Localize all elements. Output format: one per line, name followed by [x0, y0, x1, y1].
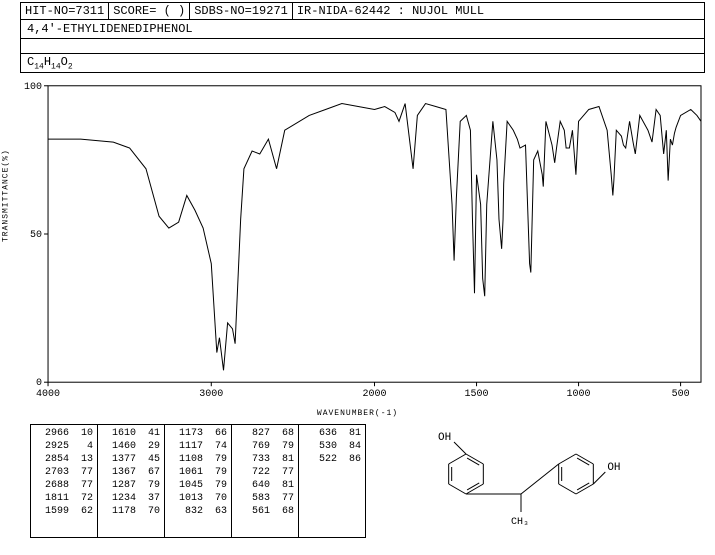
compound-name: 4,4'-ETHYLIDENEDIPHENOL	[20, 20, 705, 39]
svg-text:1000: 1000	[567, 390, 591, 401]
ir-id: IR-NIDA-62442 : NUJOL MULL	[293, 3, 704, 19]
svg-text:CH₃: CH₃	[511, 517, 529, 528]
table-row: 161041	[102, 427, 160, 440]
table-row: 110879	[169, 453, 227, 466]
header-bar: HIT-NO=7311 SCORE= ( ) SDBS-NO=19271 IR-…	[20, 2, 705, 20]
svg-text:1500: 1500	[465, 390, 489, 401]
table-row: 270377	[35, 466, 93, 479]
table-row: 63681	[303, 427, 361, 440]
table-row: 296610	[35, 427, 93, 440]
table-row: 111774	[169, 440, 227, 453]
svg-text:500: 500	[672, 390, 690, 401]
peak-table: 2966102925428541327037726887718117215996…	[30, 424, 366, 538]
table-row: 104579	[169, 479, 227, 492]
table-row: 159962	[35, 505, 93, 518]
table-row: 76979	[236, 440, 294, 453]
table-row: 64081	[236, 479, 294, 492]
molecular-structure: OH OH CH₃	[366, 424, 705, 538]
table-row: 268877	[35, 479, 93, 492]
table-row: 106179	[169, 466, 227, 479]
molecular-formula: C14H14O2	[20, 54, 705, 73]
ir-spectrum-chart: TRANSMITTANCE(%) 05010040003000200015001…	[24, 77, 705, 407]
svg-text:2000: 2000	[363, 390, 387, 401]
spectrum-svg: 0 50 100 4000 3000 2000 1500 1000 500	[24, 77, 705, 407]
table-row: 72277	[236, 466, 294, 479]
svg-text:100: 100	[24, 82, 42, 93]
svg-text:4000: 4000	[36, 390, 60, 401]
svg-text:OH: OH	[438, 432, 451, 444]
table-row: 123437	[102, 492, 160, 505]
table-row: 137745	[102, 453, 160, 466]
table-row: 56168	[236, 505, 294, 518]
svg-text:0: 0	[36, 379, 42, 390]
table-row: 52286	[303, 453, 361, 466]
table-row: 83263	[169, 505, 227, 518]
table-row: 82768	[236, 427, 294, 440]
table-row: 73381	[236, 453, 294, 466]
table-row: 117870	[102, 505, 160, 518]
table-row: 101370	[169, 492, 227, 505]
table-row: 29254	[35, 440, 93, 453]
table-row: 146029	[102, 440, 160, 453]
table-row: 53084	[303, 440, 361, 453]
svg-text:50: 50	[30, 230, 42, 241]
table-row: 128779	[102, 479, 160, 492]
score: SCORE= ( )	[109, 3, 190, 19]
svg-text:OH: OH	[607, 462, 620, 474]
y-axis-label: TRANSMITTANCE(%)	[2, 150, 11, 243]
blank-row	[20, 39, 705, 54]
table-row: 181172	[35, 492, 93, 505]
svg-text:3000: 3000	[199, 390, 223, 401]
x-axis-label: WAVENUMBER(-1)	[0, 409, 715, 418]
table-row: 58377	[236, 492, 294, 505]
hit-no: HIT-NO=7311	[21, 3, 109, 19]
sdbs-no: SDBS-NO=19271	[190, 3, 293, 19]
table-row: 285413	[35, 453, 93, 466]
table-row: 117366	[169, 427, 227, 440]
table-row: 136767	[102, 466, 160, 479]
